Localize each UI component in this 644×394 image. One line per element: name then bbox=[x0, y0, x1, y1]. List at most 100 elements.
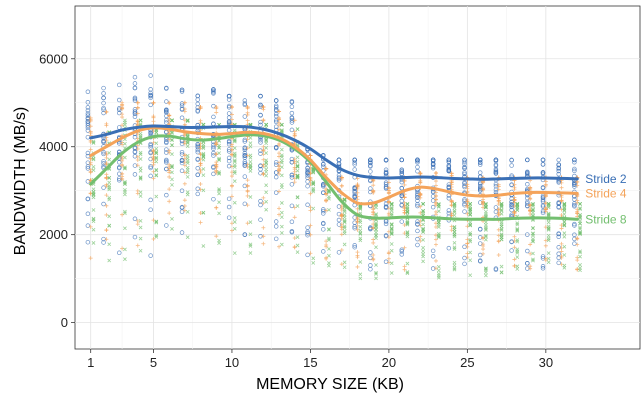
data-point-stride-4 bbox=[277, 244, 282, 249]
data-point-stride-2 bbox=[242, 232, 248, 237]
data-point-stride-4 bbox=[386, 235, 391, 240]
data-point-stride-2 bbox=[525, 248, 530, 254]
data-point-stride-4 bbox=[292, 215, 297, 220]
data-point-stride-8 bbox=[421, 230, 425, 234]
data-point-stride-8 bbox=[405, 209, 410, 214]
data-point-stride-2 bbox=[383, 181, 389, 187]
data-point-stride-2 bbox=[399, 157, 405, 163]
data-point-stride-2 bbox=[211, 103, 216, 109]
data-point-stride-8 bbox=[342, 215, 347, 220]
data-point-stride-2 bbox=[226, 158, 232, 164]
data-point-stride-8 bbox=[452, 240, 457, 245]
data-point-stride-2 bbox=[85, 166, 91, 171]
data-point-stride-2 bbox=[258, 112, 263, 118]
data-point-stride-8 bbox=[138, 236, 143, 241]
data-point-stride-4 bbox=[496, 227, 501, 232]
data-point-stride-2 bbox=[211, 114, 216, 120]
data-point-stride-4 bbox=[543, 183, 548, 188]
data-point-stride-2 bbox=[211, 171, 216, 177]
data-point-stride-2 bbox=[258, 137, 263, 143]
data-point-stride-4 bbox=[559, 249, 564, 254]
data-point-stride-2 bbox=[446, 193, 452, 198]
data-point-stride-2 bbox=[540, 170, 546, 175]
data-point-stride-2 bbox=[258, 151, 263, 156]
data-point-stride-2 bbox=[415, 222, 420, 227]
data-point-stride-8 bbox=[436, 264, 441, 269]
x-tick-label: 10 bbox=[225, 355, 239, 370]
data-point-stride-4 bbox=[151, 100, 156, 105]
data-point-stride-4 bbox=[449, 171, 454, 176]
data-point-stride-2 bbox=[462, 184, 467, 190]
data-point-stride-8 bbox=[248, 195, 253, 199]
data-point-stride-2 bbox=[164, 158, 169, 164]
data-point-stride-2 bbox=[242, 114, 248, 119]
data-point-stride-4 bbox=[308, 223, 313, 228]
data-point-stride-2 bbox=[117, 165, 122, 171]
data-point-stride-8 bbox=[185, 141, 190, 145]
data-point-stride-2 bbox=[368, 169, 373, 174]
data-point-stride-8 bbox=[185, 159, 190, 163]
data-point-stride-8 bbox=[91, 187, 96, 192]
data-point-stride-4 bbox=[402, 264, 407, 269]
data-point-stride-4 bbox=[559, 223, 564, 228]
data-point-stride-8 bbox=[154, 151, 159, 156]
data-point-stride-4 bbox=[245, 146, 250, 151]
data-point-stride-4 bbox=[88, 147, 93, 152]
data-point-stride-4 bbox=[449, 228, 454, 233]
data-point-stride-8 bbox=[546, 260, 551, 265]
data-point-stride-2 bbox=[556, 201, 561, 206]
data-points bbox=[85, 73, 582, 281]
data-point-stride-2 bbox=[572, 203, 577, 209]
data-point-stride-8 bbox=[358, 228, 363, 233]
data-point-stride-4 bbox=[135, 154, 140, 159]
data-point-stride-2 bbox=[164, 117, 169, 123]
data-point-stride-2 bbox=[352, 225, 357, 231]
data-point-stride-2 bbox=[415, 236, 420, 242]
data-point-stride-8 bbox=[248, 251, 253, 255]
data-point-stride-8 bbox=[327, 188, 331, 193]
data-point-stride-4 bbox=[465, 199, 470, 204]
data-point-stride-2 bbox=[493, 181, 499, 187]
data-point-stride-8 bbox=[483, 270, 488, 275]
data-point-stride-8 bbox=[217, 151, 221, 156]
data-point-stride-2 bbox=[226, 155, 232, 161]
data-point-stride-8 bbox=[279, 173, 284, 178]
data-point-stride-2 bbox=[477, 183, 483, 189]
data-point-stride-8 bbox=[531, 226, 535, 230]
data-point-stride-8 bbox=[562, 206, 567, 211]
data-point-stride-8 bbox=[531, 257, 535, 262]
data-point-stride-2 bbox=[211, 196, 216, 202]
data-point-stride-2 bbox=[493, 169, 499, 175]
data-point-stride-8 bbox=[264, 167, 269, 172]
data-point-stride-2 bbox=[399, 193, 405, 198]
data-point-stride-2 bbox=[273, 224, 279, 229]
data-point-stride-2 bbox=[273, 219, 279, 224]
data-point-stride-2 bbox=[273, 170, 279, 175]
data-point-stride-4 bbox=[182, 198, 187, 203]
data-point-stride-2 bbox=[462, 164, 467, 170]
data-point-stride-4 bbox=[167, 170, 172, 175]
data-point-stride-2 bbox=[493, 267, 499, 272]
data-point-stride-8 bbox=[515, 202, 520, 207]
data-point-stride-2 bbox=[289, 127, 295, 133]
data-point-stride-2 bbox=[305, 179, 310, 184]
data-point-stride-2 bbox=[509, 199, 514, 205]
data-point-stride-8 bbox=[185, 192, 190, 197]
data-point-stride-4 bbox=[198, 157, 203, 162]
data-point-stride-8 bbox=[515, 238, 520, 242]
data-point-stride-8 bbox=[91, 195, 96, 200]
data-point-stride-2 bbox=[336, 250, 342, 255]
data-point-stride-4 bbox=[292, 235, 297, 240]
data-point-stride-8 bbox=[578, 231, 582, 236]
data-point-stride-2 bbox=[368, 159, 373, 164]
data-point-stride-2 bbox=[321, 164, 326, 169]
data-point-stride-4 bbox=[167, 113, 172, 118]
data-point-stride-4 bbox=[277, 116, 282, 121]
data-point-stride-4 bbox=[512, 198, 517, 203]
data-point-stride-8 bbox=[578, 229, 582, 234]
data-point-stride-4 bbox=[418, 180, 423, 185]
data-point-stride-8 bbox=[515, 208, 520, 212]
data-point-stride-2 bbox=[305, 231, 310, 236]
data-point-stride-8 bbox=[374, 276, 378, 281]
